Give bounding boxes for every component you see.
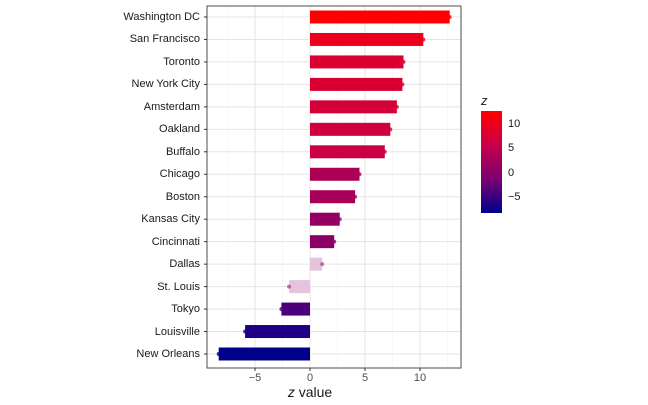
x-axis-title: z value — [287, 384, 333, 400]
y-tick-label: Louisville — [154, 325, 200, 338]
bar-tokyo — [281, 302, 310, 316]
legend-title: z — [481, 93, 488, 108]
bar-st-louis — [289, 280, 310, 294]
bar-new-york-city — [310, 77, 403, 91]
y-tick-label: New Orleans — [136, 348, 200, 360]
bar-chicago — [310, 167, 360, 181]
bar-amsterdam — [310, 100, 397, 114]
y-tick-label: Amsterdam — [143, 100, 200, 113]
bar-new-orleans — [218, 347, 310, 361]
y-tick-label: St. Louis — [157, 280, 200, 293]
legend-colorbar — [481, 111, 502, 213]
bar-louisville — [245, 325, 310, 339]
bar-buffalo — [310, 145, 385, 159]
bar-toronto — [310, 55, 404, 69]
y-tick-label: San Francisco — [129, 33, 200, 46]
x-tick-label: 0 — [306, 372, 314, 384]
bar-oakland — [310, 122, 391, 136]
y-tick-label: Dallas — [169, 258, 200, 271]
bar-washington-dc — [310, 10, 450, 24]
y-tick-label: Boston — [165, 190, 200, 203]
legend-tick-label: 0 — [508, 166, 515, 179]
bar-san-francisco — [310, 32, 424, 46]
legend-tick-label: 5 — [508, 142, 515, 155]
y-tick-label: Toronto — [163, 55, 200, 68]
y-tick-label: Buffalo — [165, 145, 200, 158]
x-tick-label: 5 — [361, 372, 369, 384]
y-tick-label: Cincinnati — [151, 235, 200, 248]
x-tick-label: −5 — [248, 372, 262, 384]
y-tick-label: New York City — [131, 78, 200, 91]
legend-tick-label: −5 — [508, 190, 521, 203]
y-tick-label: Chicago — [159, 168, 200, 181]
bar-boston — [310, 190, 356, 204]
x-tick-label: 10 — [413, 372, 427, 384]
bar-cincinnati — [310, 235, 335, 249]
y-tick-label: Washington DC — [123, 11, 200, 23]
bar-dallas — [310, 257, 323, 271]
y-tick-label: Kansas City — [141, 213, 200, 226]
y-tick-label: Oakland — [159, 123, 200, 136]
legend-tick-label: 10 — [508, 118, 521, 131]
bar-kansas-city — [310, 212, 340, 226]
y-tick-label: Tokyo — [171, 303, 200, 316]
